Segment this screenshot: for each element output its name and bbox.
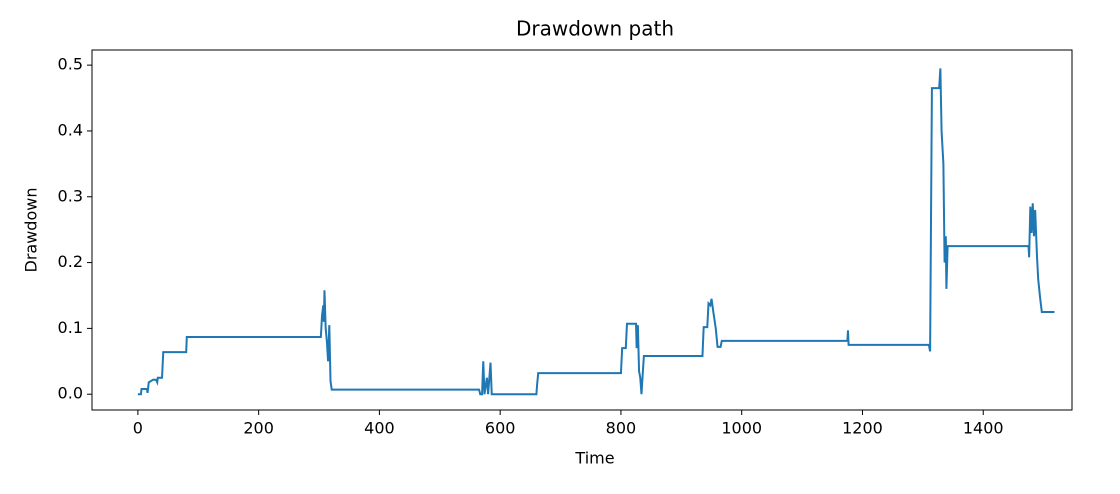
x-tick-label: 400 <box>364 419 395 438</box>
y-axis-label: Drawdown <box>22 188 41 273</box>
y-tick-label: 0.5 <box>58 55 83 74</box>
y-tick-label: 0.4 <box>58 120 83 139</box>
plot-frame <box>91 49 1073 411</box>
chart-title: Drawdown path <box>516 17 674 41</box>
x-tick-label: 1200 <box>842 419 883 438</box>
y-tick-label: 0.2 <box>58 252 83 271</box>
x-tick-label: 600 <box>485 419 516 438</box>
x-tick-label: 1000 <box>721 419 762 438</box>
y-tick-label: 0.0 <box>58 384 83 403</box>
data-line <box>137 68 1055 396</box>
x-tick-label: 800 <box>606 419 637 438</box>
x-tick-label: 1400 <box>963 419 1004 438</box>
y-tick-label: 0.3 <box>58 186 83 205</box>
x-axis-label: Time <box>574 449 614 468</box>
y-tick-label: 0.1 <box>58 318 83 337</box>
x-tick-label: 0 <box>133 419 143 438</box>
x-tick-label: 200 <box>243 419 274 438</box>
